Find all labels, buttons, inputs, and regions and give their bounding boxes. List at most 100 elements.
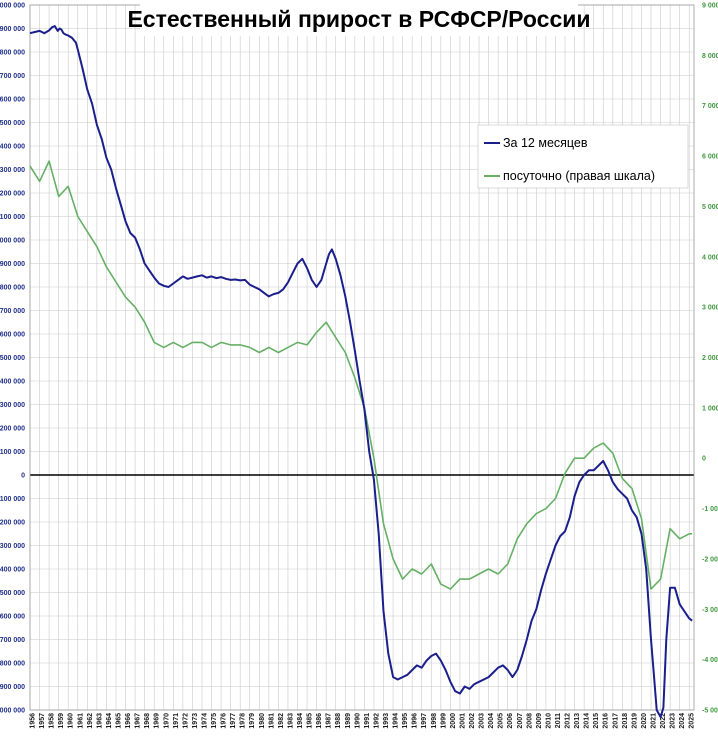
x-tick-label: 1997 [421, 713, 428, 729]
title-background [140, 2, 578, 36]
x-tick-label: 1959 [58, 713, 65, 729]
x-tick-label: 2004 [488, 713, 495, 729]
right-tick-label: -1 000 [702, 506, 718, 513]
right-tick-label: 1 000 [702, 405, 718, 412]
x-tick-label: 1981 [268, 713, 275, 729]
x-tick-label: 2007 [517, 713, 524, 729]
x-tick-label: 2008 [526, 713, 533, 729]
left-tick-label: 300 000 [0, 402, 25, 409]
legend-label-12-months: За 12 месяцев [503, 136, 588, 150]
left-tick-label: 800 000 [0, 285, 25, 292]
right-tick-label: 2 000 [702, 355, 718, 362]
right-axis-ticks: -5 000 -4 000 -3 000 -2 000 -1 000 0 1 000 2 00… [702, 3, 718, 715]
x-tick-label: 2021 [651, 713, 658, 729]
x-axis-ticks: 1956 1957 1958 1959 1960 1961 1962 1963 1964 1965… [30, 713, 696, 729]
left-tick-label: 1 500 000 [0, 120, 25, 127]
x-tick-label: 1967 [135, 713, 142, 729]
x-tick-label: 1965 [115, 713, 122, 729]
x-tick-label: 2009 [536, 713, 543, 729]
x-tick-label: 2012 [565, 713, 572, 729]
x-tick-label: 1969 [154, 713, 161, 729]
left-tick-label: 2 000 000 [0, 3, 25, 10]
x-tick-label: 1992 [373, 713, 380, 729]
left-tick-label: 400 000 [0, 379, 25, 386]
x-tick-label: 2001 [459, 713, 466, 729]
x-tick-label: 1968 [144, 713, 151, 729]
right-tick-label: -3 000 [702, 607, 718, 614]
x-tick-label: 2017 [612, 713, 619, 729]
x-tick-label: 2020 [641, 713, 648, 729]
right-tick-label: 3 000 [702, 305, 718, 312]
x-tick-label: 1986 [316, 713, 323, 729]
x-tick-label: 1979 [249, 713, 256, 729]
left-tick-label: 200 000 [0, 426, 25, 433]
left-tick-label: 1 400 000 [0, 144, 25, 151]
x-tick-label: 1956 [30, 713, 37, 729]
left-tick-label: 600 000 [0, 332, 25, 339]
x-tick-label: 2005 [498, 713, 505, 729]
x-tick-label: 2003 [479, 713, 486, 729]
x-tick-label: 2023 [670, 713, 677, 729]
left-tick-label: 1 700 000 [0, 73, 25, 80]
left-tick-label: -200 000 [0, 520, 25, 527]
x-tick-label: 1958 [49, 713, 56, 729]
left-tick-label: 1 900 000 [0, 26, 25, 33]
x-tick-label: 1993 [383, 713, 390, 729]
x-tick-label: 1957 [39, 713, 46, 729]
x-tick-label: 2019 [631, 713, 638, 729]
x-tick-label: 1984 [297, 713, 304, 729]
left-tick-label: 700 000 [0, 308, 25, 315]
x-tick-label: 2000 [450, 713, 457, 729]
x-tick-label: 2014 [584, 713, 591, 729]
right-tick-label: 9 000 [702, 3, 718, 10]
left-tick-label: 1 100 000 [0, 214, 25, 221]
x-tick-label: 1961 [77, 713, 84, 729]
x-tick-label: 2010 [545, 713, 552, 729]
right-tick-label: 0 [702, 456, 706, 463]
x-tick-label: 1985 [307, 713, 314, 729]
x-tick-label: 1973 [192, 713, 199, 729]
x-tick-label: 2013 [574, 713, 581, 729]
right-tick-label: -5 000 [702, 708, 718, 715]
left-tick-label: 100 000 [0, 449, 25, 456]
series-line-12-months [29, 25, 693, 718]
x-tick-label: 1990 [354, 713, 361, 729]
x-tick-label: 1962 [87, 713, 94, 729]
right-tick-label: -2 000 [702, 556, 718, 563]
left-tick-label: -400 000 [0, 567, 25, 574]
x-tick-label: 1960 [68, 713, 75, 729]
left-tick-label: -1 000 000 [0, 708, 25, 715]
right-tick-label: 6 000 [702, 154, 718, 161]
right-tick-label: 4 000 [702, 254, 718, 261]
left-tick-label: -700 000 [0, 637, 25, 644]
left-tick-label: -600 000 [0, 614, 25, 621]
x-tick-label: 1970 [163, 713, 170, 729]
x-tick-label: 2025 [689, 713, 696, 729]
x-tick-label: 1996 [412, 713, 419, 729]
left-tick-label: 0 [21, 473, 25, 480]
legend: За 12 месяцев посуточно (правая шкала) [477, 124, 689, 189]
x-tick-label: 1978 [240, 713, 247, 729]
left-tick-label: -300 000 [0, 543, 25, 550]
x-tick-label: 2011 [555, 713, 562, 728]
left-tick-label: -800 000 [0, 661, 25, 668]
x-tick-label: 1987 [326, 713, 333, 729]
x-tick-label: 1976 [221, 713, 228, 729]
x-tick-label: 1991 [364, 713, 371, 729]
x-tick-label: 2002 [469, 713, 476, 729]
x-tick-label: 1983 [287, 713, 294, 729]
x-tick-label: 2016 [603, 713, 610, 729]
left-axis-ticks: -1 000 000 -900 000 -800 000 -700 000 -600 0… [0, 3, 25, 715]
x-tick-label: 2024 [679, 713, 686, 729]
x-tick-label: 1982 [278, 713, 285, 729]
left-tick-label: 900 000 [0, 261, 25, 268]
right-tick-label: 5 000 [702, 204, 718, 211]
left-tick-label: 1 200 000 [0, 191, 25, 198]
legend-box [477, 124, 689, 189]
x-tick-label: 1995 [402, 713, 409, 729]
chart-title: Естественный прирост в РСФСР/России [127, 6, 590, 32]
grid [29, 4, 695, 711]
x-tick-label: 2018 [622, 713, 629, 729]
